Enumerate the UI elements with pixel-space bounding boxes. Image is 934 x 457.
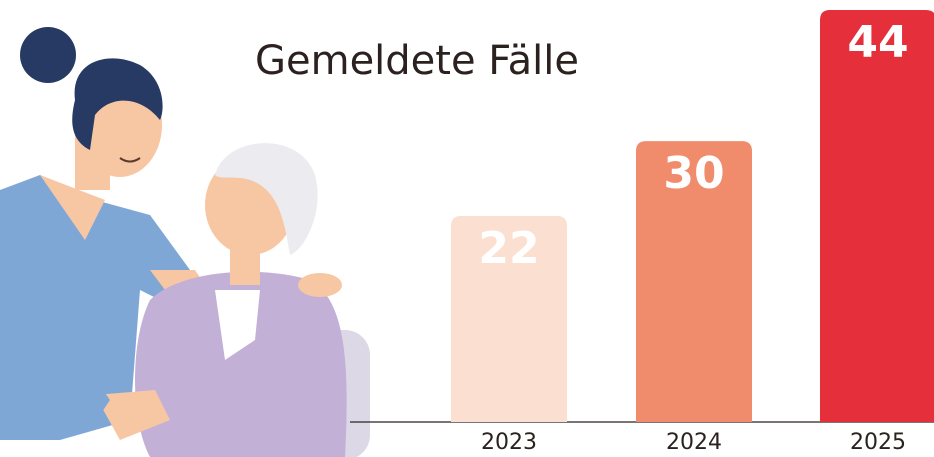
illustration xyxy=(0,27,370,457)
value-label: 44 xyxy=(847,17,908,68)
x-tick-label: 2025 xyxy=(850,430,906,455)
x-tick-label: 2024 xyxy=(666,430,722,455)
x-tick-label: 2023 xyxy=(481,430,537,455)
chart-title: Gemeldete Fälle xyxy=(255,38,579,84)
value-label: 30 xyxy=(663,148,724,199)
bar xyxy=(820,10,934,422)
value-label: 22 xyxy=(478,223,539,274)
chart: Gemeldete Fälle 22 2023 30 2024 44 2025 xyxy=(0,0,934,457)
